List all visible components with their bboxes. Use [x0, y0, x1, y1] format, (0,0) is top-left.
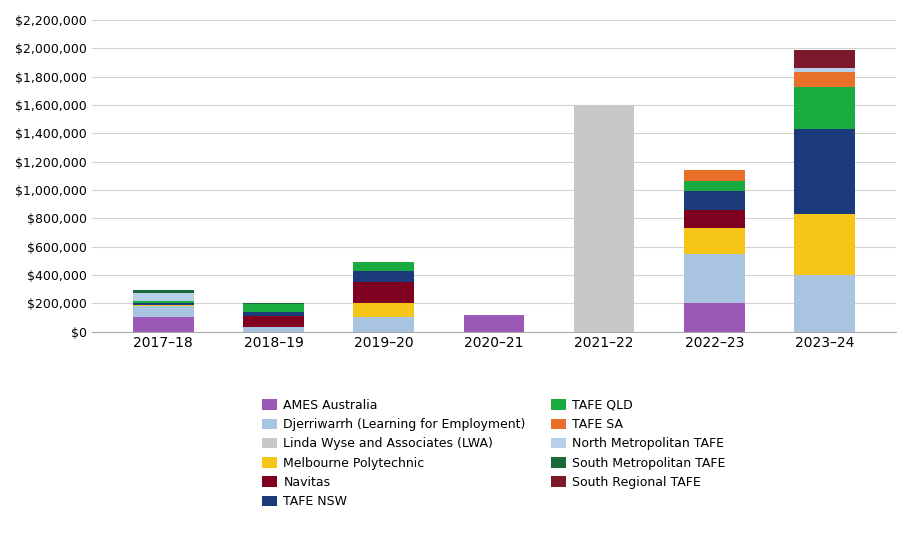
Bar	[133, 306, 194, 317]
Bar	[684, 303, 744, 332]
Bar	[353, 282, 414, 303]
Bar	[794, 68, 855, 72]
Bar	[133, 290, 194, 293]
Bar	[684, 170, 744, 181]
Bar	[684, 254, 744, 303]
Bar	[133, 293, 194, 301]
Bar	[353, 303, 414, 317]
Bar	[243, 316, 304, 327]
Bar	[133, 305, 194, 306]
Bar	[133, 317, 194, 332]
Bar	[794, 214, 855, 275]
Bar	[243, 327, 304, 332]
Bar	[794, 50, 855, 68]
Bar	[353, 262, 414, 271]
Bar	[794, 129, 855, 214]
Bar	[684, 228, 744, 254]
Bar	[684, 191, 744, 210]
Bar	[243, 304, 304, 312]
Bar	[684, 210, 744, 228]
Bar	[794, 275, 855, 332]
Bar	[243, 312, 304, 316]
Bar	[794, 72, 855, 87]
Legend: AMES Australia, Djerriwarrh (Learning for Employment), Linda Wyse and Associates: AMES Australia, Djerriwarrh (Learning fo…	[257, 394, 731, 513]
Bar	[133, 302, 194, 305]
Bar	[133, 301, 194, 302]
Bar	[353, 271, 414, 282]
Bar	[464, 315, 524, 332]
Bar	[353, 317, 414, 332]
Bar	[794, 87, 855, 129]
Bar	[684, 181, 744, 191]
Bar	[574, 105, 634, 332]
Bar	[243, 302, 304, 304]
